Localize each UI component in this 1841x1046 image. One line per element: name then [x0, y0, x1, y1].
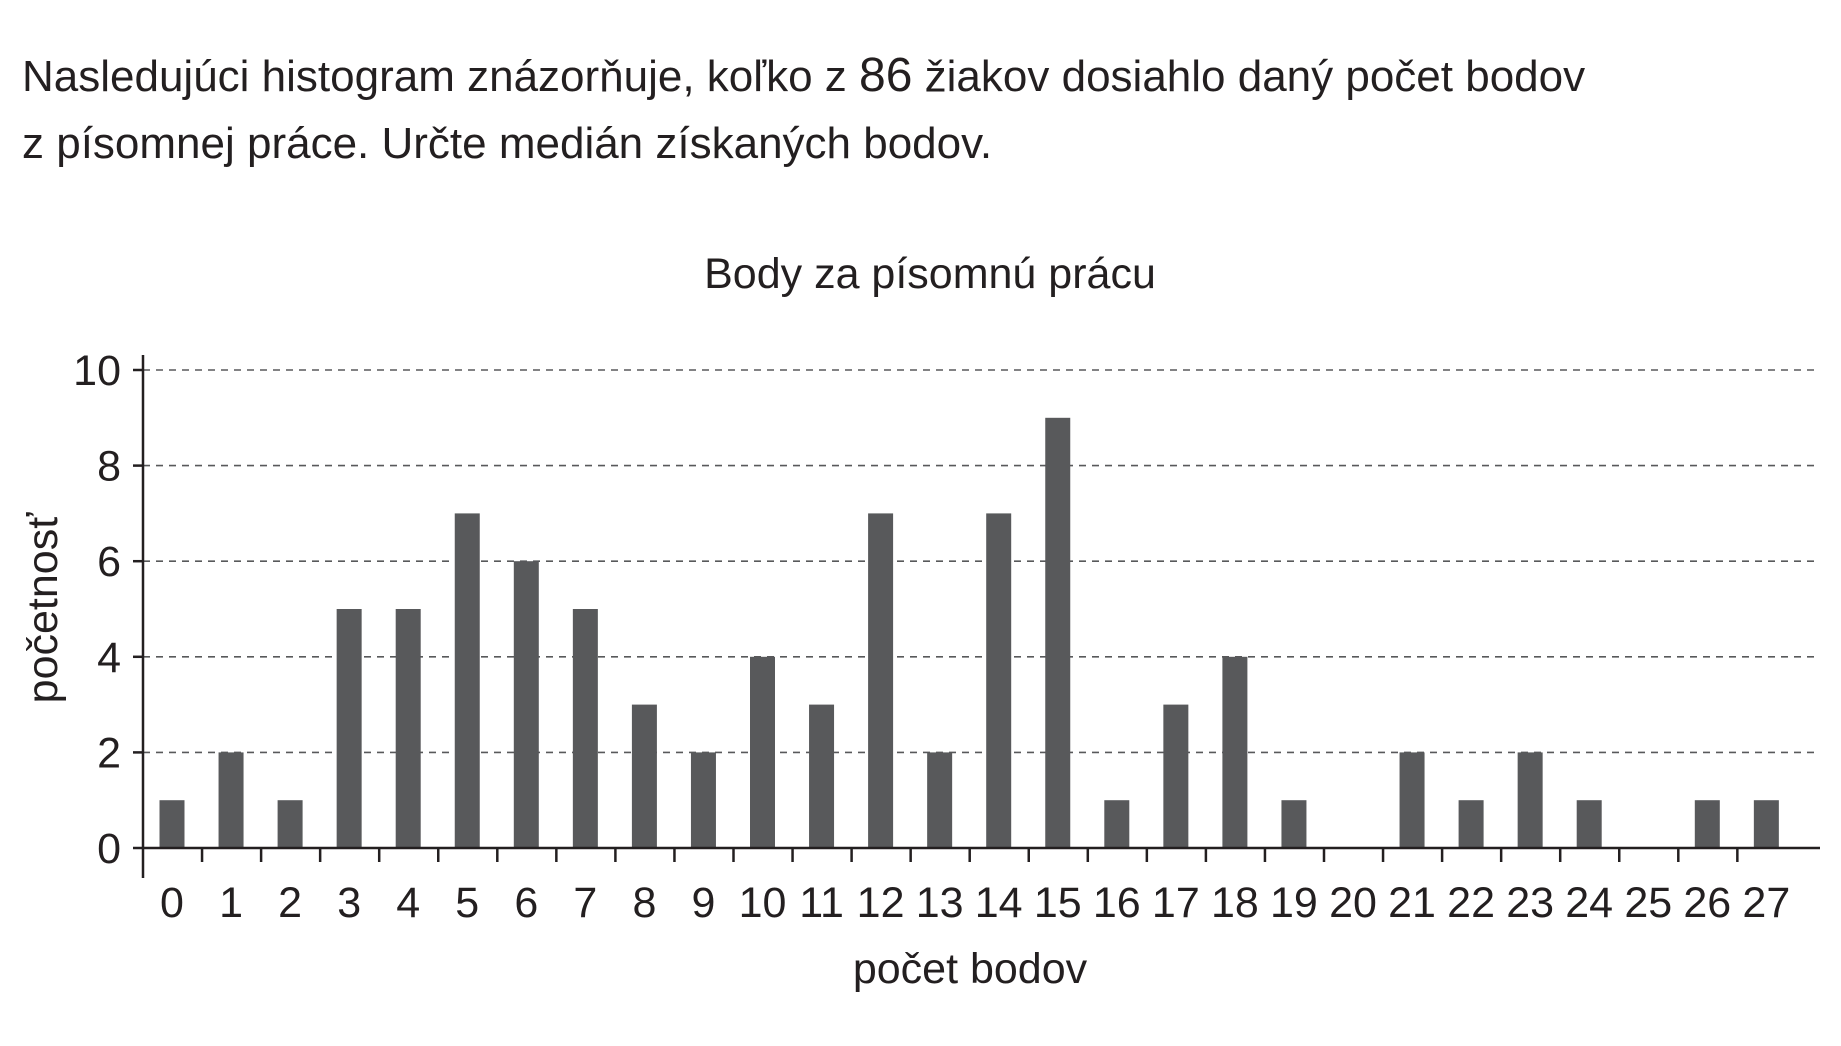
- question-line-1-start: Nasledujúci histogram znázorňuje, koľko …: [22, 52, 847, 101]
- bar-24: [1576, 800, 1602, 848]
- bar-15: [1045, 417, 1071, 848]
- x-tick-label-0: 0: [160, 879, 184, 927]
- bar-13: [927, 752, 953, 848]
- x-tick-label-24: 24: [1565, 879, 1613, 927]
- bar-18: [1222, 656, 1248, 848]
- x-tick-label-19: 19: [1270, 879, 1318, 927]
- y-tick-label-6: 6: [97, 538, 121, 586]
- y-tick-label-2: 2: [97, 729, 121, 777]
- x-tick-label-9: 9: [691, 879, 715, 927]
- bar-6: [513, 561, 539, 848]
- bar-3: [336, 609, 362, 848]
- bar-12: [868, 513, 894, 848]
- gridlines: [143, 369, 1820, 754]
- x-tick-label-10: 10: [739, 879, 787, 927]
- x-tick-label-18: 18: [1211, 879, 1259, 927]
- bar-2: [277, 800, 303, 848]
- bar-4: [395, 609, 421, 848]
- bar-19: [1281, 800, 1307, 848]
- x-tick-label-20: 20: [1329, 879, 1377, 927]
- bar-9: [690, 752, 716, 848]
- bar-23: [1517, 752, 1543, 848]
- question-line-1-end: žiakov dosiahlo daný počet bodov: [924, 52, 1586, 101]
- bar-27: [1753, 800, 1779, 848]
- x-tick-label-4: 4: [396, 879, 420, 927]
- y-tick-label-10: 10: [73, 347, 121, 395]
- bar-10: [750, 656, 775, 848]
- x-axis-label: počet bodov: [853, 945, 1088, 993]
- x-tick-label-14: 14: [975, 879, 1023, 927]
- bar-17: [1163, 704, 1189, 848]
- x-tick-label-21: 21: [1388, 879, 1436, 927]
- x-tick-label-8: 8: [632, 879, 656, 927]
- x-tick-label-27: 27: [1742, 879, 1790, 927]
- y-tick-label-8: 8: [97, 443, 121, 491]
- student-count: 86: [859, 49, 913, 102]
- bar-5: [454, 513, 480, 848]
- x-tick-label-2: 2: [278, 879, 302, 927]
- x-tick-label-15: 15: [1034, 879, 1082, 927]
- x-tick-label-13: 13: [916, 879, 964, 927]
- x-tick-label-3: 3: [337, 879, 361, 927]
- bar-11: [809, 704, 835, 848]
- x-tick-label-6: 6: [514, 879, 538, 927]
- x-tick-label-11: 11: [799, 879, 844, 927]
- x-tick-label-25: 25: [1624, 879, 1672, 927]
- x-tick-label-17: 17: [1152, 879, 1200, 927]
- bars: [159, 417, 1779, 848]
- bar-7: [572, 609, 598, 848]
- x-tick-label-22: 22: [1447, 879, 1495, 927]
- bar-8: [631, 704, 657, 848]
- bar-0: [159, 800, 185, 848]
- bar-26: [1694, 800, 1720, 848]
- y-tick-label-0: 0: [97, 825, 121, 873]
- axes: [133, 355, 1820, 878]
- chart-title: Body za písomnú prácu: [704, 250, 1156, 298]
- y-axis-label: početnosť: [19, 512, 67, 704]
- question-line-2: z písomnej práce. Určte medián získaných…: [22, 119, 993, 168]
- x-tick-label-7: 7: [573, 879, 597, 927]
- bar-1: [218, 752, 244, 848]
- x-tick-label-5: 5: [455, 879, 479, 927]
- question-text: Nasledujúci histogram znázorňuje, koľko …: [22, 42, 1812, 177]
- bar-21: [1399, 752, 1425, 848]
- x-tick-label-12: 12: [857, 879, 905, 927]
- y-tick-label-4: 4: [97, 634, 121, 682]
- x-tick-label-26: 26: [1683, 879, 1731, 927]
- question-line-1: Nasledujúci histogram znázorňuje, koľko …: [22, 42, 1812, 110]
- x-tick-label-16: 16: [1093, 879, 1141, 927]
- x-tick-label-23: 23: [1506, 879, 1554, 927]
- x-tick-label-1: 1: [219, 879, 243, 927]
- bar-22: [1458, 800, 1484, 848]
- bar-16: [1104, 800, 1130, 848]
- bar-14: [986, 513, 1012, 848]
